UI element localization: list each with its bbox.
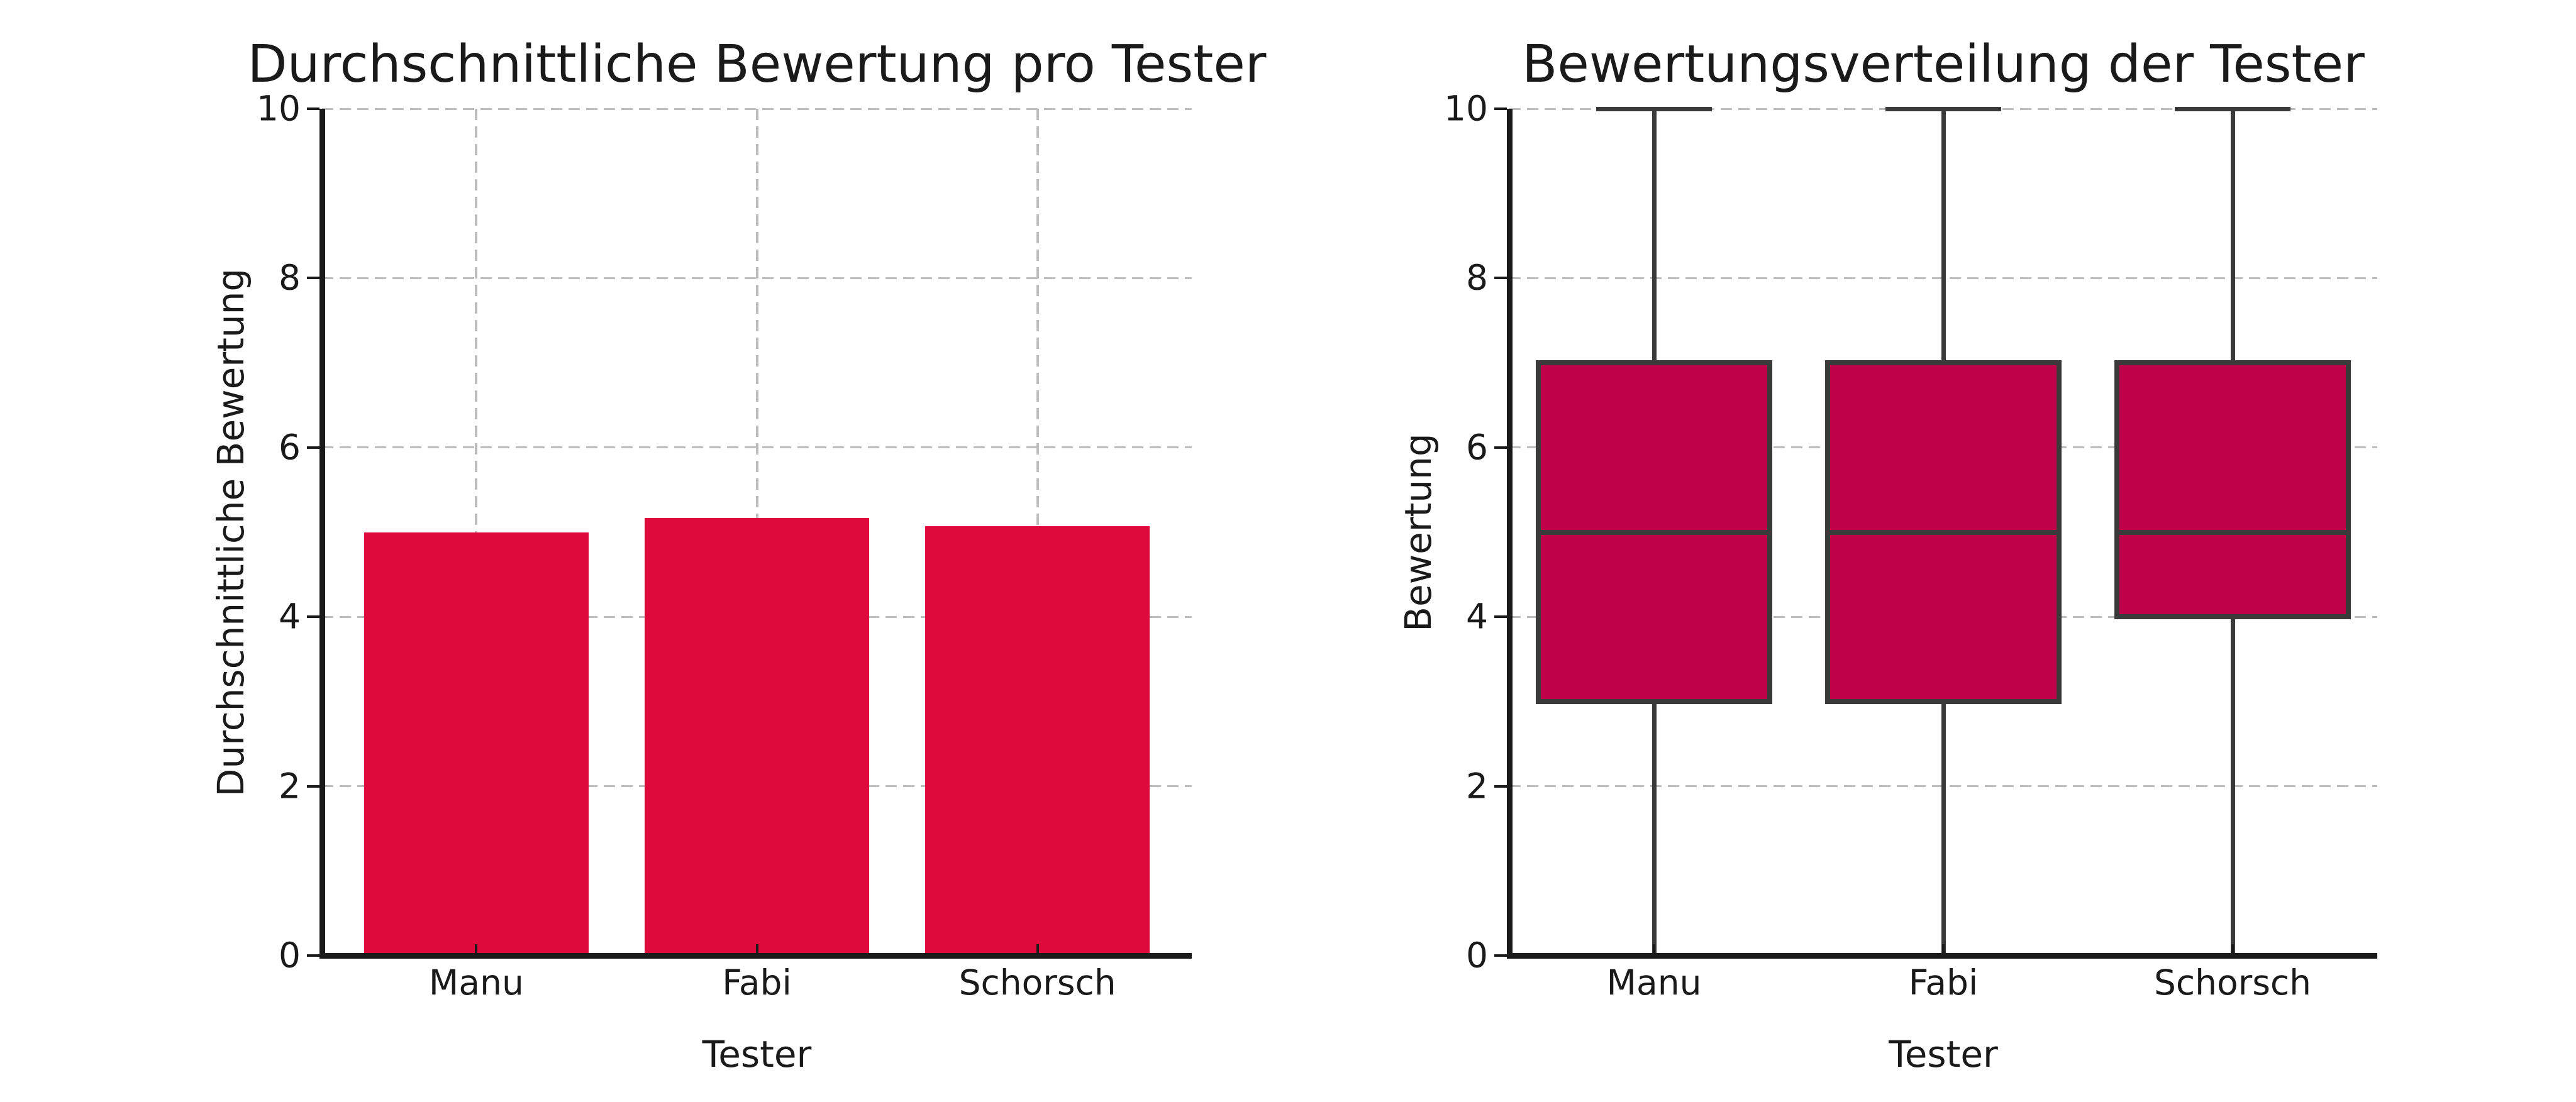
bottom-spine [319,952,1192,959]
bar-chart-x-axis-label: Tester [702,1033,812,1076]
y-tickmark [306,615,319,619]
box-chart-title: Bewertungsverteilung der Tester [1522,35,2365,94]
bar-chart-title: Durchschnittliche Bewertung pro Tester [247,35,1267,94]
y-tickmark [1494,107,1507,110]
y-tick-label: 4 [279,596,301,637]
y-tick-label: 8 [1466,257,1488,298]
y-tick-label: 0 [279,935,301,976]
y-tick-label: 2 [279,766,301,807]
bar [364,532,589,956]
x-tick-label: Fabi [722,962,792,1003]
lower-whisker [2230,619,2235,956]
y-tick-label: 8 [279,257,301,298]
lower-whisker [1941,703,1946,956]
x-tickmark [1942,944,1945,956]
y-tickmark [1494,615,1507,619]
box [2114,360,2351,620]
bar [645,517,869,956]
upper-cap [1885,106,2001,111]
upper-whisker [1941,109,1946,361]
x-tickmark [2231,944,2234,956]
y-tickmark [1494,954,1507,957]
x-tick-label: Schorsch [958,962,1116,1003]
bottom-spine [1506,952,2377,959]
y-tickmark [306,954,319,957]
y-tick-label: 6 [1466,427,1488,468]
bar [925,526,1150,956]
left-spine [319,109,325,959]
y-tickmark [306,446,319,449]
y-tickmark [1494,277,1507,280]
upper-cap [1596,106,1712,111]
x-tickmark [1653,944,1655,956]
median-line [1541,529,1767,535]
x-tickmark [755,944,758,956]
y-tick-label: 10 [1444,88,1488,129]
y-tick-label: 10 [257,88,301,129]
x-tick-label: Schorsch [2153,962,2312,1003]
left-spine [1506,109,1513,959]
median-line [1830,529,2057,535]
y-tickmark [306,785,319,788]
x-tickmark [1036,944,1039,956]
y-tickmark [1494,785,1507,788]
y-tick-label: 2 [1466,766,1488,807]
box-chart-x-axis-label: Tester [1889,1033,1998,1076]
y-tickmark [306,107,319,110]
y-tick-label: 4 [1466,596,1488,637]
y-tickmark [306,277,319,280]
lower-whisker [1652,703,1657,956]
upper-cap [2175,106,2290,111]
upper-whisker [2230,109,2235,361]
upper-whisker [1652,109,1657,361]
x-tick-label: Manu [1606,962,1702,1003]
median-line [2119,529,2346,535]
x-tickmark [475,944,478,956]
x-tick-label: Fabi [1908,962,1979,1003]
y-tick-label: 0 [1466,935,1488,976]
x-tick-label: Manu [428,962,524,1003]
y-tick-label: 6 [279,427,301,468]
y-tickmark [1494,446,1507,449]
